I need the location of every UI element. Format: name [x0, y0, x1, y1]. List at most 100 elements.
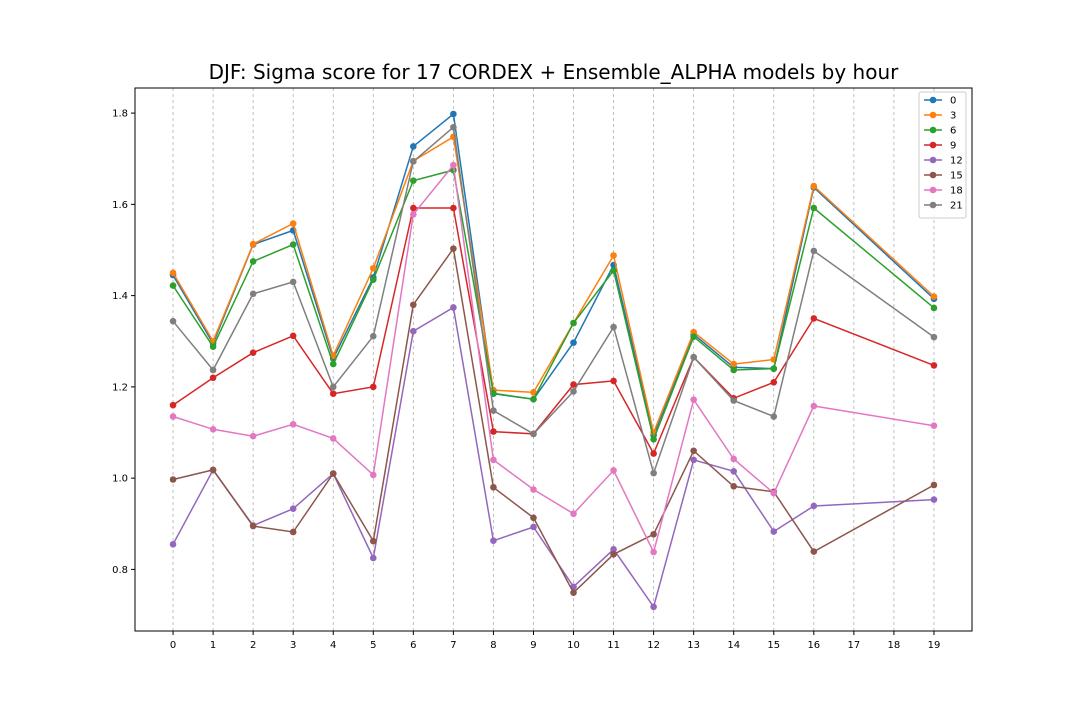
x-tick-label: 16	[807, 640, 820, 651]
data-point	[369, 554, 377, 562]
data-point	[209, 426, 217, 433]
data-point	[690, 447, 697, 455]
data-point	[610, 267, 617, 274]
data-point	[209, 366, 217, 374]
x-tick-label: 11	[607, 640, 620, 651]
data-point	[770, 528, 778, 535]
y-tick-label: 1.8	[112, 109, 128, 120]
legend-label: 15	[950, 171, 963, 182]
series-6	[169, 166, 938, 443]
data-point	[930, 422, 938, 429]
data-point	[169, 269, 177, 277]
data-point	[810, 502, 818, 510]
data-point	[289, 420, 297, 428]
data-point	[369, 264, 377, 272]
data-point	[249, 258, 257, 265]
data-point	[249, 240, 257, 248]
data-point	[810, 182, 818, 190]
data-point	[770, 489, 778, 497]
legend-marker	[929, 201, 937, 209]
series-line	[172, 246, 935, 594]
data-point	[410, 177, 417, 184]
series-15	[169, 245, 938, 596]
data-point	[570, 381, 577, 388]
plot-frame	[134, 87, 973, 632]
data-point	[810, 204, 818, 212]
data-point	[249, 290, 257, 298]
series-0	[169, 110, 938, 439]
data-point	[930, 304, 938, 312]
data-point	[289, 241, 297, 248]
data-point	[610, 546, 617, 553]
data-point	[810, 402, 818, 410]
series-line	[172, 135, 935, 436]
data-point	[770, 379, 778, 386]
data-point	[289, 505, 297, 513]
data-point	[730, 366, 738, 374]
data-point	[690, 456, 697, 464]
legend-marker	[929, 96, 937, 104]
data-point	[450, 110, 457, 118]
series-line	[172, 207, 935, 456]
legend-label: 9	[950, 141, 956, 152]
data-point	[169, 317, 177, 325]
legend-marker	[929, 171, 937, 179]
legend-item: 18	[924, 186, 963, 197]
data-point	[169, 401, 177, 409]
x-tick-label: 0	[170, 640, 176, 651]
legend-label: 0	[950, 96, 956, 107]
chart-title: DJF: Sigma score for 17 CORDEX + Ensembl…	[208, 60, 899, 84]
data-point	[450, 304, 457, 311]
data-point	[930, 362, 938, 369]
x-tick-label: 19	[928, 640, 941, 651]
x-tick-label: 14	[727, 640, 740, 651]
legend-item: 3	[924, 111, 956, 122]
data-point	[650, 548, 657, 556]
legend-marker	[929, 156, 937, 164]
data-point	[450, 204, 457, 212]
data-point	[610, 323, 617, 331]
y-tick-label: 1.2	[112, 382, 128, 393]
data-point	[169, 476, 177, 483]
data-point	[530, 514, 537, 522]
legend: 0 3 6 9 12 15 18 21	[918, 91, 967, 219]
data-point	[530, 395, 537, 403]
data-point	[730, 397, 738, 404]
data-point	[209, 374, 217, 382]
series-line	[172, 163, 935, 555]
x-tick-label: 2	[250, 640, 256, 651]
legend-item: 6	[924, 126, 956, 137]
data-point	[410, 158, 417, 165]
data-point	[169, 413, 177, 420]
data-point	[650, 469, 657, 477]
data-point	[690, 396, 697, 403]
legend-marker	[929, 186, 937, 194]
data-point	[930, 481, 938, 489]
data-point	[930, 293, 938, 300]
data-point	[329, 360, 337, 368]
data-point	[690, 328, 697, 336]
series-12	[169, 304, 938, 611]
data-point	[249, 432, 257, 440]
data-point	[169, 541, 177, 548]
data-point	[289, 278, 297, 286]
legend-label: 3	[950, 111, 956, 122]
legend-marker	[929, 126, 937, 134]
data-point	[570, 589, 577, 596]
data-point	[810, 315, 818, 322]
data-point	[369, 537, 377, 545]
x-tick-label: 3	[290, 640, 296, 651]
data-point	[249, 522, 257, 530]
data-point	[490, 407, 497, 414]
legend-label: 12	[950, 156, 963, 167]
series-9	[169, 204, 938, 457]
data-point	[289, 528, 297, 536]
data-point	[730, 455, 738, 463]
series-line	[172, 306, 935, 609]
legend-item: 9	[924, 141, 956, 152]
y-tick-label: 1.4	[112, 291, 128, 302]
series-21	[169, 123, 938, 477]
data-point	[410, 301, 417, 309]
